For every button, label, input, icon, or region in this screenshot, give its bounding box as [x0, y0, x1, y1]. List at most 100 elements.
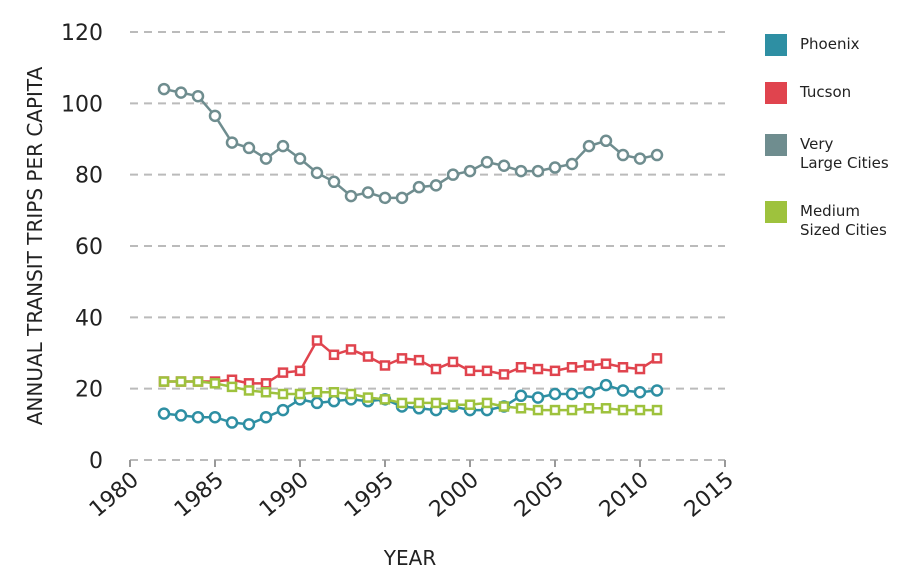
point	[192, 376, 204, 387]
x-tick-label: 2000	[425, 467, 484, 522]
point	[429, 179, 443, 192]
point	[294, 365, 306, 377]
legend-label: Tucson	[800, 83, 852, 101]
point	[650, 148, 664, 162]
point	[583, 403, 595, 414]
point	[480, 155, 494, 169]
point	[464, 365, 476, 377]
point	[208, 109, 222, 123]
y-tick-label: 60	[75, 235, 103, 260]
point	[566, 404, 578, 416]
legend-swatch	[765, 201, 787, 223]
point	[328, 386, 340, 398]
point	[310, 166, 324, 180]
point	[175, 376, 187, 387]
point	[345, 344, 357, 355]
point	[532, 363, 544, 375]
point	[191, 410, 205, 424]
point	[311, 386, 323, 398]
point	[430, 363, 442, 375]
point	[242, 418, 256, 431]
point	[277, 367, 289, 378]
point	[225, 136, 239, 149]
point	[362, 392, 374, 403]
point	[379, 394, 391, 405]
point	[362, 351, 374, 362]
point	[549, 365, 561, 377]
y-tick-label: 0	[89, 449, 103, 474]
point	[616, 384, 630, 397]
point	[260, 386, 272, 398]
point	[633, 152, 647, 165]
legend-swatch	[765, 134, 787, 156]
point	[583, 360, 595, 371]
point	[599, 378, 613, 392]
point	[548, 161, 562, 174]
point	[395, 191, 409, 205]
point	[651, 353, 663, 364]
y-axis-label: ANNUAL TRANSIT TRIPS PER CAPITA	[23, 66, 47, 425]
point	[565, 157, 579, 171]
point	[174, 86, 188, 99]
point	[174, 409, 188, 422]
legend-label: Medium Sized Cities	[800, 202, 887, 239]
point	[379, 360, 391, 371]
point	[225, 416, 239, 429]
legend-swatch	[765, 82, 787, 104]
point	[209, 378, 221, 389]
point	[158, 376, 170, 387]
point	[157, 407, 171, 420]
point	[157, 82, 171, 96]
point	[650, 384, 664, 397]
x-tick-label: 2005	[510, 467, 569, 522]
point	[515, 362, 527, 373]
x-axis-label: YEAR	[383, 546, 437, 570]
point	[447, 356, 459, 368]
point	[498, 369, 510, 380]
point	[344, 189, 358, 203]
x-tick-label: 1995	[340, 467, 399, 522]
point	[310, 396, 324, 410]
point	[277, 388, 289, 400]
point	[565, 387, 579, 401]
point	[412, 180, 426, 194]
point	[447, 399, 459, 410]
x-tick-label: 1990	[255, 467, 314, 522]
point	[481, 365, 493, 377]
point	[446, 168, 460, 181]
point	[616, 148, 630, 162]
point	[600, 403, 612, 414]
point	[548, 387, 562, 401]
point	[259, 152, 273, 165]
point	[311, 335, 323, 346]
point	[532, 404, 544, 416]
point	[242, 141, 256, 155]
point	[345, 388, 357, 400]
point	[634, 404, 646, 416]
point	[481, 397, 493, 409]
point	[276, 139, 290, 153]
x-tick-label: 1980	[85, 467, 144, 522]
y-tick-label: 20	[75, 378, 103, 403]
point	[463, 164, 477, 178]
point	[514, 164, 528, 178]
point	[259, 410, 273, 424]
point	[582, 385, 596, 399]
y-tick-label: 120	[61, 21, 103, 46]
point	[651, 404, 663, 416]
point	[293, 152, 307, 165]
point	[294, 388, 306, 400]
point	[582, 139, 596, 153]
y-tick-label: 100	[61, 92, 103, 117]
point	[430, 397, 442, 409]
point	[498, 401, 510, 412]
point	[531, 164, 545, 178]
point	[328, 349, 340, 361]
point	[378, 191, 392, 205]
point	[599, 134, 613, 148]
point	[600, 358, 612, 369]
point	[531, 391, 545, 404]
point	[396, 353, 408, 364]
